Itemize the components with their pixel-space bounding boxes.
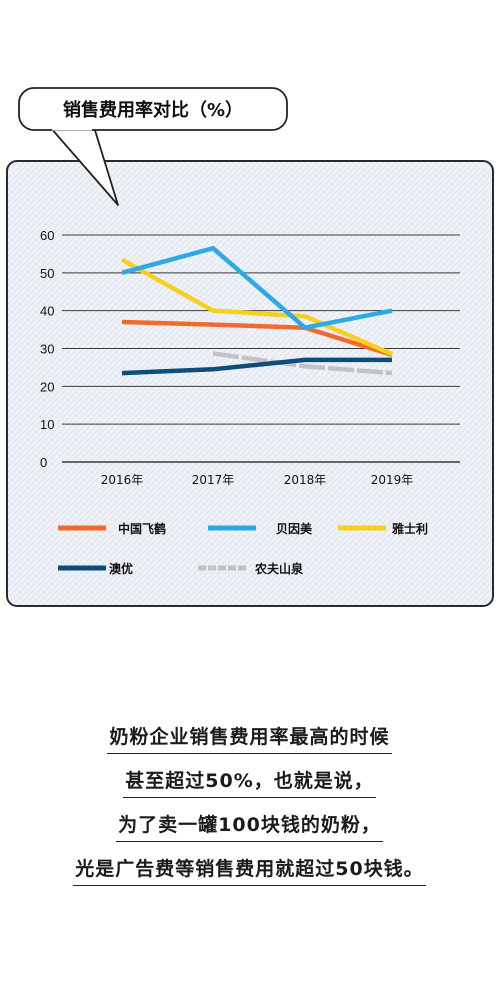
title-bubble <box>18 87 288 206</box>
legend-label: 中国飞鹤 <box>118 521 166 536</box>
x-tick-label: 2016年 <box>101 473 144 487</box>
y-tick-label: 20 <box>40 379 54 394</box>
caption-line: 光是广告费等销售费用就超过50块钱。 <box>0 854 499 886</box>
chart-title: 销售费用率对比（%） <box>63 99 243 121</box>
series-line <box>212 351 393 376</box>
series-line <box>121 319 393 358</box>
legend-label: 澳优 <box>109 561 133 576</box>
legend-label: 农夫山泉 <box>254 561 304 576</box>
y-tick-label: 30 <box>40 342 54 357</box>
series-line <box>121 245 393 330</box>
x-tick-label: 2019年 <box>371 473 414 487</box>
y-tick-label: 0 <box>40 455 47 470</box>
caption-line: 奶粉企业销售费用率最高的时候 <box>0 722 499 754</box>
caption-text: 甚至超过50%，也就是说， <box>123 766 376 798</box>
series-line <box>121 357 392 376</box>
y-tick-label: 50 <box>40 266 54 281</box>
legend-label: 雅士利 <box>391 521 428 536</box>
x-tick-label: 2018年 <box>284 473 327 487</box>
y-tick-label: 60 <box>40 228 54 243</box>
caption-text: 光是广告费等销售费用就超过50块钱。 <box>73 854 426 886</box>
caption-line: 为了卖一罐100块钱的奶粉， <box>0 810 499 842</box>
x-tick-label: 2017年 <box>192 473 235 487</box>
series-line <box>120 257 393 357</box>
caption-line: 甚至超过50%，也就是说， <box>0 766 499 798</box>
chart-panel <box>6 160 494 607</box>
y-tick-label: 10 <box>40 417 54 432</box>
legend-label: 贝因美 <box>276 521 313 536</box>
y-tick-label: 40 <box>40 304 54 319</box>
caption-text: 为了卖一罐100块钱的奶粉， <box>116 810 383 842</box>
caption-text: 奶粉企业销售费用率最高的时候 <box>107 722 392 754</box>
